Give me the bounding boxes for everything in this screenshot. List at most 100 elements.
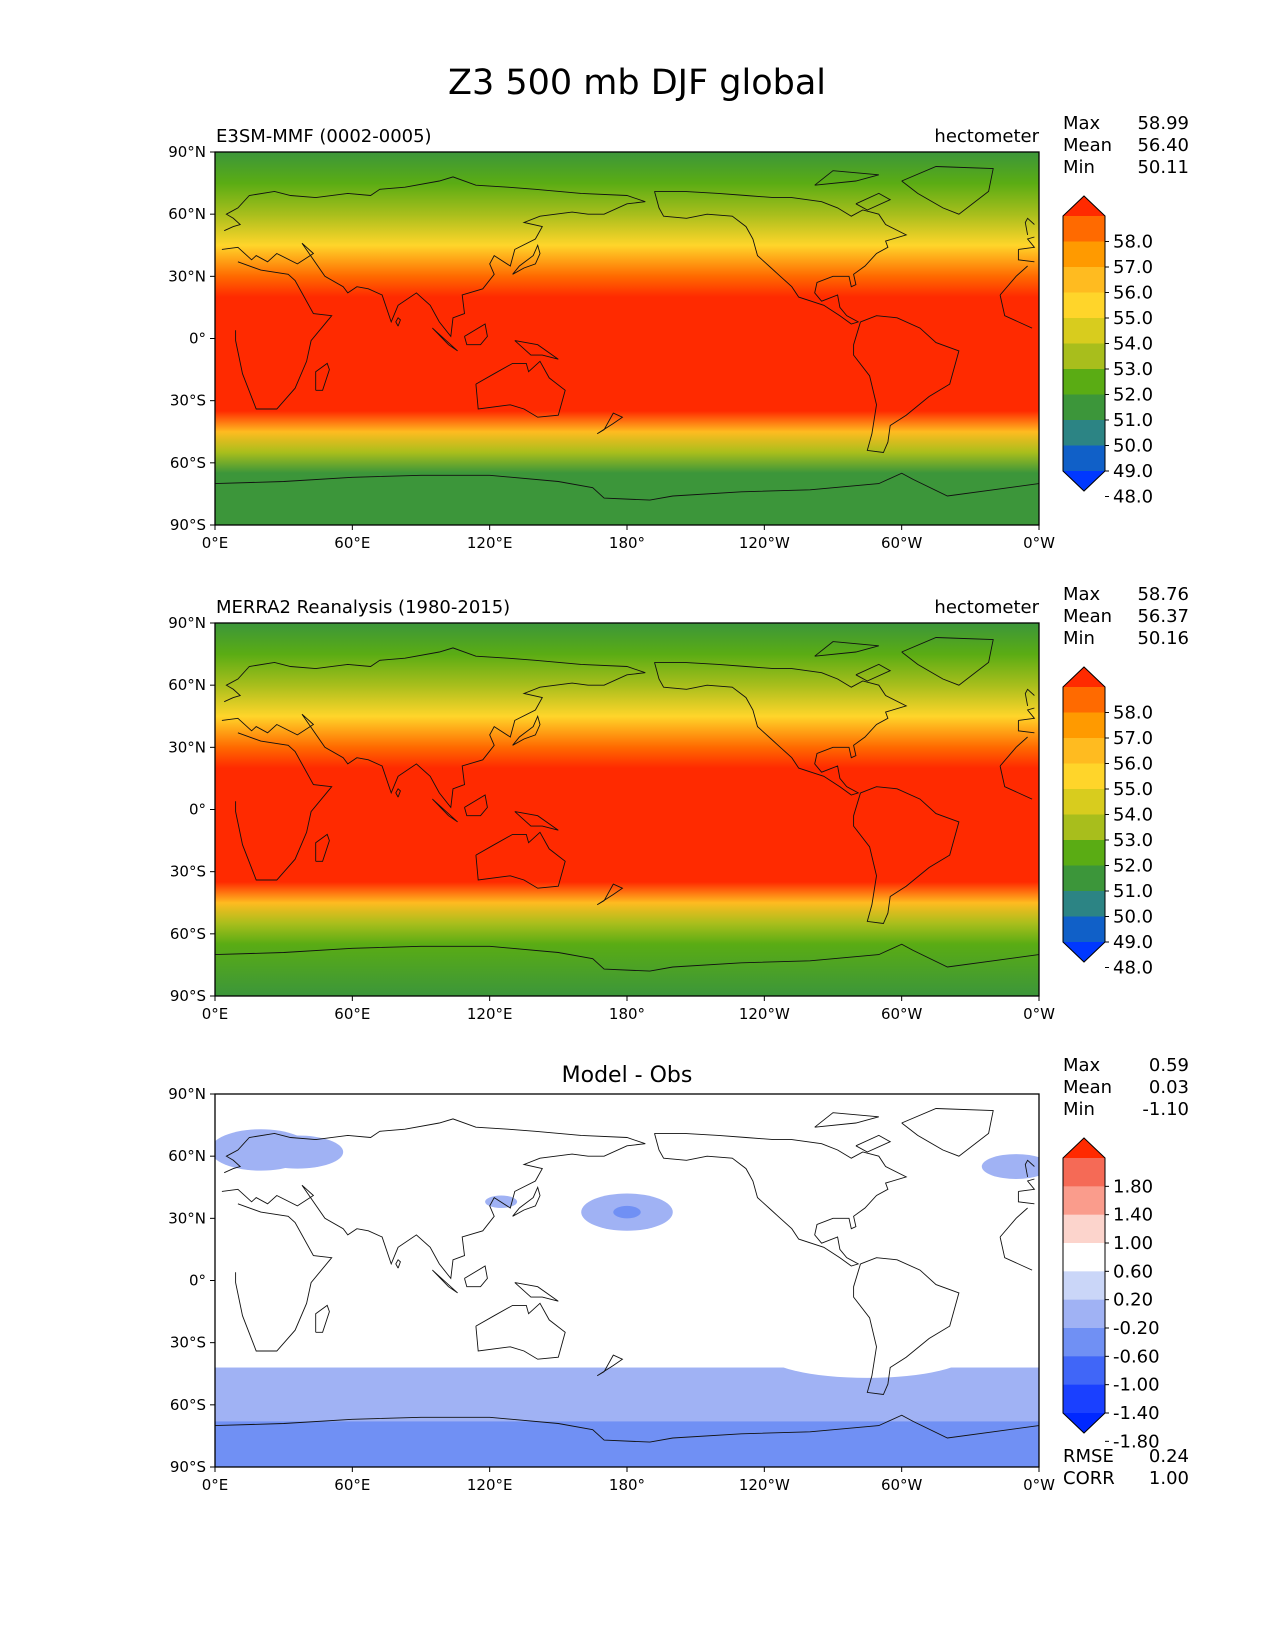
coastline-antarctica [215,1414,1039,1443]
colorbar-label: 48.0 [1113,487,1153,508]
colorbar-segment [1063,712,1105,739]
y-tick-label: 90°N [168,614,206,632]
coastline-madagascar [315,362,330,391]
coastline-eurasia [221,1118,1036,1280]
colorbar-segment [1063,789,1105,815]
colorbar-segment [1063,1271,1105,1301]
stat-value: 0.03 [1149,1077,1189,1098]
stat-value: 0.59 [1149,1055,1189,1076]
colorbar-label: 52.0 [1113,385,1153,406]
coastline-antarctica [215,472,1039,501]
anomaly-blob [833,1120,962,1163]
stat-label: Mean [1063,135,1112,156]
coastline-africa [235,261,1033,410]
panel-test-stats: Max 58.99 Mean 56.40 Min 50.11 [1063,113,1189,178]
colorbar-label: 55.0 [1113,779,1153,800]
coastline-namerica [654,190,908,325]
stat-value: 56.37 [1137,606,1189,627]
y-tick-label: 90°N [168,1085,206,1103]
panel-test: E3SM-MMF (0002-0005) hectometer 0°E 60°E 1… [168,113,1189,552]
colorbar-label: 1.00 [1113,1233,1153,1254]
stat-label: Mean [1063,1077,1112,1098]
anomaly-blob [936,1201,1028,1235]
colorbar-segment [1063,420,1105,446]
coastline-australia [475,831,566,889]
colorbar-segment [1063,763,1105,790]
panel-reference-field [215,623,1039,996]
coastline-sumatra [432,1269,458,1294]
panel-test-title-right: hectometer [934,126,1039,147]
x-tick-label: 0°E [202,534,229,552]
anomaly-blob [613,1205,641,1219]
coastline-baffin [855,663,892,682]
anomaly-blob [885,1305,918,1331]
panel-difference-colorbar: 1.80 1.40 1.00 0.60 0.20 -0.20 -0.60 -1.00 -1.40… [1062,1137,1160,1452]
coastline-sriLanka [395,317,401,327]
colorbar-segment [1063,891,1105,917]
y-tick-label: 60°S [170,454,206,472]
coastline-samerica [853,1257,960,1395]
panel-test-coastlines [215,166,1039,501]
coastline-baffin [855,1134,892,1153]
coastline-ellesmere [814,170,879,186]
panel-difference: Model - Obs 0°E 60°E 120°E 180° 120°W 60°W 0°W… [168,1055,1189,1494]
x-tick-label: 0°W [1023,1476,1055,1494]
colorbar-segment [1063,738,1105,764]
stat-value: 50.11 [1137,157,1189,178]
colorbar-segment [1063,916,1105,943]
coastline-greenland [901,637,994,686]
coastline-sriLanka [395,1259,401,1269]
colorbar-segment [1063,445,1105,472]
x-tick-label: 120°W [739,534,790,552]
x-tick-label: 120°E [467,1005,513,1023]
colorbar-label: 56.0 [1113,283,1153,304]
coastline-sriLanka [395,788,401,798]
colorbar-label: 55.0 [1113,308,1153,329]
anomaly-blob [512,1145,719,1179]
stat-value: 50.16 [1137,628,1189,649]
colorbar-segment [1063,1186,1105,1216]
y-tick-label: 60°N [168,1147,206,1165]
stat-value: 58.99 [1137,113,1189,134]
y-tick-label: 60°N [168,676,206,694]
colorbar-segment [1063,292,1105,319]
colorbar-label: 58.0 [1113,703,1153,724]
stat-value: 56.40 [1137,135,1189,156]
y-tick-label: 60°N [168,205,206,223]
coastline-nz [596,1354,624,1377]
colorbar-segment [1063,814,1105,841]
colorbar-label: 52.0 [1113,856,1153,877]
colorbar-label: 0.20 [1113,1290,1153,1311]
y-tick-label: 30°N [168,267,206,285]
coastline-samerica [853,786,960,924]
anomaly-blob [981,1154,1039,1179]
colorbar-label: -1.00 [1113,1375,1160,1396]
coastline-africa [235,732,1033,881]
colorbar-label: 0.60 [1113,1261,1153,1282]
coastline-uk [1024,688,1035,706]
anomaly-blob [764,1328,971,1378]
y-tick-label: 0° [189,330,206,348]
colorbar-segment [1063,840,1105,866]
panel-test-title-left: E3SM-MMF (0002-0005) [216,126,432,147]
y-tick-label: 90°S [170,1458,206,1476]
y-tick-label: 30°S [170,1334,206,1352]
colorbar-label: 50.0 [1113,436,1153,457]
coastline-japan [512,714,541,746]
y-tick-label: 0° [189,801,206,819]
coastline-nz [596,883,624,906]
x-tick-label: 60°W [881,534,923,552]
colorbar-label: 1.80 [1113,1176,1153,1197]
colorbar-label: 54.0 [1113,334,1153,355]
x-tick-label: 0°W [1023,534,1055,552]
panel-reference-title-left: MERRA2 Reanalysis (1980-2015) [216,597,510,618]
panel-reference-colorbar: 58.0 57.0 56.0 55.0 54.0 53.0 52.0 51.0 50.0 49.0… [1062,666,1153,979]
panel-test-colorbar: 58.0 57.0 56.0 55.0 54.0 53.0 52.0 51.0 50.0 49.0… [1062,195,1153,508]
anomaly-band [215,1421,1039,1467]
stat-value: 1.00 [1149,1468,1189,1489]
x-tick-label: 180° [609,1005,645,1023]
coastline-uk [1024,217,1035,235]
x-tick-label: 0°E [202,1005,229,1023]
figure-title: Z3 500 mb DJF global [448,63,826,103]
